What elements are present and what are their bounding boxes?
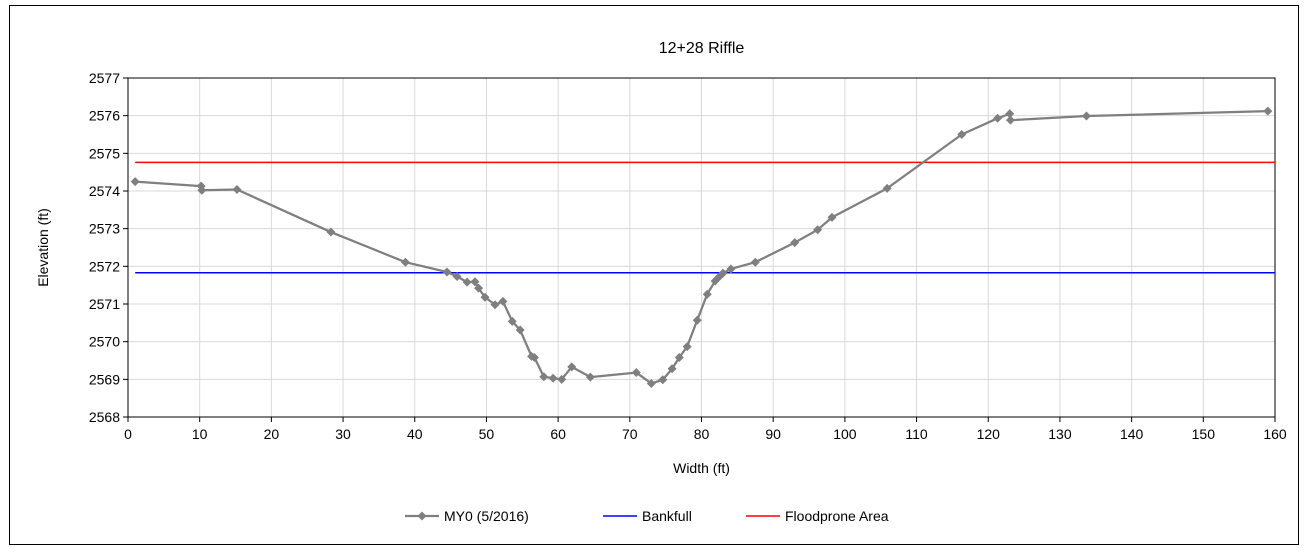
x-tick-label: 140	[1120, 426, 1144, 442]
x-tick-label: 120	[977, 426, 1001, 442]
data-point	[692, 315, 702, 325]
data-point	[682, 342, 692, 352]
data-point	[790, 238, 800, 248]
data-point	[813, 225, 823, 235]
y-tick-label: 2574	[89, 183, 120, 199]
data-point	[882, 183, 892, 193]
x-axis-ticks: 0 10 20 30 40 50 60 70 80 90 100 110 120 130 140 150 160	[124, 417, 1287, 442]
data-point	[480, 292, 490, 302]
data-point	[507, 316, 517, 326]
data-point	[631, 368, 641, 378]
legend: MY0 (5/2016) Bankfull Floodprone Area	[405, 508, 889, 524]
data-point	[674, 352, 684, 362]
x-tick-label: 10	[192, 426, 208, 442]
y-tick-label: 2576	[89, 108, 120, 124]
data-point	[470, 277, 480, 287]
data-point	[718, 268, 728, 278]
data-point	[474, 283, 484, 293]
data-point	[567, 362, 577, 372]
data-point	[667, 364, 677, 374]
series-line	[135, 110, 1268, 385]
data-point	[400, 257, 410, 267]
x-tick-label: 20	[264, 426, 280, 442]
data-point	[548, 373, 558, 383]
chart-title: 12+28 Riffle	[659, 40, 745, 57]
data-point	[130, 177, 140, 187]
y-axis-title: Elevation (ft)	[35, 208, 51, 287]
data-point	[232, 184, 242, 194]
data-point	[1005, 115, 1015, 125]
data-point	[515, 325, 525, 335]
x-tick-label: 80	[694, 426, 710, 442]
y-tick-label: 2571	[89, 296, 120, 312]
y-tick-label: 2569	[89, 371, 120, 387]
x-tick-label: 150	[1192, 426, 1216, 442]
data-point	[646, 378, 656, 388]
legend-item: Floodprone Area	[746, 508, 889, 524]
x-tick-label: 160	[1263, 426, 1287, 442]
data-point	[1081, 111, 1091, 121]
legend-label: MY0 (5/2016)	[444, 508, 529, 524]
data-point	[702, 289, 712, 299]
x-tick-label: 90	[765, 426, 781, 442]
data-point	[658, 375, 668, 385]
y-tick-label: 2573	[89, 221, 120, 237]
y-tick-label: 2570	[89, 334, 120, 350]
y-tick-label: 2572	[89, 258, 120, 274]
x-tick-label: 70	[622, 426, 638, 442]
x-tick-label: 60	[550, 426, 566, 442]
x-tick-label: 100	[833, 426, 857, 442]
y-tick-label: 2577	[89, 70, 120, 86]
data-point	[539, 372, 549, 382]
y-tick-label: 2568	[89, 409, 120, 425]
data-point	[993, 113, 1003, 123]
legend-item: Bankfull	[603, 508, 692, 524]
chart-svg: 12+28 Riffle 0 10 20 30 40 50 60 70 80 90 100 110 12…	[35, 40, 1287, 524]
data-point	[957, 130, 967, 139]
y-axis-ticks: 2568 2569 2570 2571 2572 2573 2574 2575 2576 2577	[89, 70, 128, 425]
legend-marker	[417, 511, 427, 521]
x-tick-label: 130	[1048, 426, 1072, 442]
data-point	[197, 185, 207, 195]
grid-lines	[127, 77, 1276, 418]
data-point	[452, 272, 462, 282]
y-tick-label: 2575	[89, 145, 120, 161]
data-point	[585, 372, 595, 382]
legend-label: Floodprone Area	[785, 508, 889, 524]
data-point	[750, 257, 760, 267]
x-tick-label: 110	[905, 426, 928, 442]
data-point	[1005, 109, 1015, 119]
x-tick-label: 0	[124, 426, 132, 442]
legend-label: Bankfull	[642, 508, 692, 524]
data-point	[529, 352, 539, 362]
x-tick-label: 50	[479, 426, 495, 442]
data-point	[1263, 106, 1273, 116]
x-tick-label: 40	[407, 426, 423, 442]
data-point	[827, 212, 837, 222]
data-point	[442, 267, 452, 277]
data-point	[462, 277, 472, 287]
data-point	[498, 296, 508, 306]
data-point	[726, 264, 736, 274]
data-point	[557, 374, 567, 384]
x-tick-label: 30	[335, 426, 351, 442]
x-axis-title: Width (ft)	[673, 460, 730, 476]
data-point	[326, 227, 336, 237]
chart-frame: 12+28 Riffle 0 10 20 30 40 50 60 70 80 90 100 110 12…	[9, 5, 1299, 545]
series-layer	[130, 106, 1275, 388]
legend-item: MY0 (5/2016)	[405, 508, 529, 524]
data-point	[490, 300, 500, 310]
